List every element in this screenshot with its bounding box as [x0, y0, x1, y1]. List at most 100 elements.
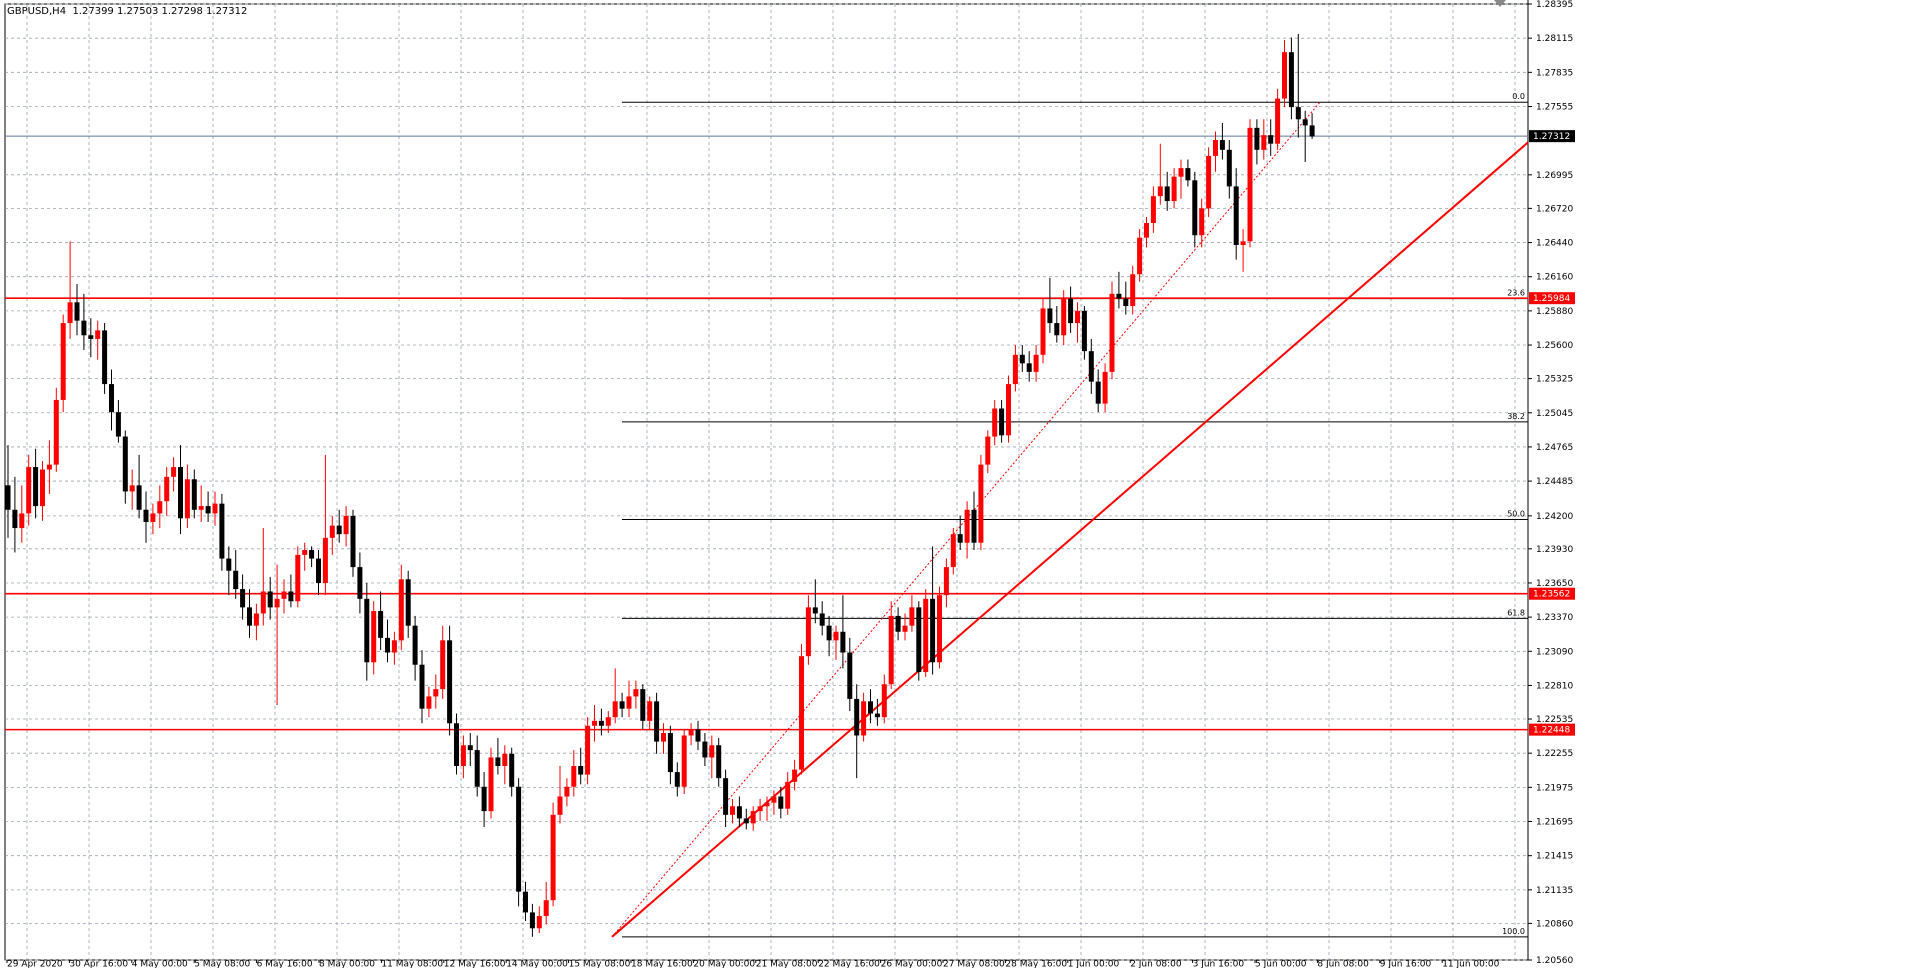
fib-level-label: 61.8: [1507, 608, 1525, 617]
x-tick-label: 20 May 00:00: [693, 960, 755, 968]
candle-body: [605, 717, 611, 726]
candle-body: [509, 753, 515, 787]
candle-body: [709, 745, 715, 758]
y-tick-label: 1.28115: [1536, 34, 1573, 44]
candle-body: [1233, 186, 1239, 245]
candle-body: [260, 591, 266, 614]
symbol-header: GBPUSD,H4 1.27399 1.27503 1.27298 1.2731…: [7, 6, 247, 17]
current-price-tag-bg: [1529, 130, 1575, 143]
candle-body: [281, 591, 287, 599]
y-tick-label: 1.28395: [1536, 0, 1573, 10]
x-tick-label: 2 Jun 08:00: [1130, 960, 1182, 968]
candle-body: [757, 806, 763, 812]
candle-body: [67, 302, 73, 324]
candle-body: [937, 595, 942, 663]
candle-body: [1054, 323, 1060, 336]
level-price-tag-bg: [1529, 723, 1575, 736]
level-price-tag: 1.22448: [1533, 726, 1570, 736]
candle-body: [1047, 308, 1053, 324]
candle-body: [778, 796, 784, 809]
candle-body: [143, 509, 149, 522]
candle-body: [219, 503, 225, 559]
candle-body: [288, 591, 294, 602]
level-price-tag: 1.23562: [1533, 590, 1570, 600]
candle-body: [454, 723, 459, 766]
y-tick-label: 1.20560: [1536, 956, 1573, 966]
candle-body: [398, 579, 404, 641]
candle-body: [799, 656, 804, 770]
y-tick-label: 1.22535: [1536, 715, 1573, 725]
y-tick-label: 1.26995: [1536, 171, 1573, 181]
y-tick-label: 1.24485: [1536, 477, 1573, 487]
candle-body: [1123, 298, 1129, 306]
candle-body: [502, 753, 508, 766]
candle-body: [1288, 52, 1294, 108]
y-tick-label: 1.25045: [1536, 409, 1573, 419]
candle-body: [136, 485, 142, 510]
candle-body: [329, 525, 335, 538]
candle-body: [536, 916, 542, 929]
candle-body: [1282, 52, 1287, 99]
candle-body: [1006, 384, 1011, 436]
candle-body: [1185, 168, 1191, 181]
candle-body: [667, 733, 673, 773]
candle-body: [592, 720, 597, 726]
candle-body: [950, 534, 956, 568]
x-tick-label: 29 Apr 2020: [7, 960, 63, 968]
x-tick-label: 18 May 16:00: [631, 960, 693, 968]
candle-body: [364, 598, 370, 663]
candle-body: [743, 818, 749, 824]
candle-body: [1012, 354, 1018, 385]
y-tick-label: 1.27555: [1536, 102, 1573, 112]
y-tick-label: 1.25600: [1536, 341, 1573, 351]
candle-body: [322, 537, 328, 583]
y-tick-label: 1.22810: [1536, 681, 1573, 691]
candle-body: [1061, 298, 1067, 336]
candle-body: [447, 640, 453, 724]
candle-body: [764, 802, 770, 807]
x-tick-label: 5 May 08:00: [194, 960, 250, 968]
candle-body: [916, 607, 922, 673]
candle-body: [647, 701, 653, 721]
candle-body: [150, 513, 156, 522]
candle-body: [1171, 176, 1177, 202]
candle-body: [40, 469, 45, 507]
symbol-label: GBPUSD,H4: [7, 6, 67, 17]
candle-body: [184, 479, 190, 519]
candle-body: [978, 464, 984, 543]
candle-body: [736, 806, 742, 819]
candle-body: [226, 558, 232, 571]
chart-shift-marker-icon[interactable]: [1494, 0, 1506, 7]
candle-body: [840, 631, 846, 653]
candle-body: [654, 701, 660, 742]
candle-body: [316, 558, 321, 583]
candle-body: [371, 611, 377, 663]
candle-body: [826, 625, 832, 641]
candle-body: [1206, 155, 1212, 209]
candle-body: [240, 589, 246, 608]
candle-body: [785, 781, 791, 809]
candle-body: [467, 745, 473, 751]
candle-body: [60, 323, 66, 400]
y-tick-label: 1.24765: [1536, 443, 1573, 453]
y-tick-label: 1.21695: [1536, 818, 1573, 828]
x-tick-label: 14 May 00:00: [506, 960, 568, 968]
candle-body: [412, 625, 418, 665]
x-tick-label: 26 May 00:00: [881, 960, 943, 968]
candle-body: [1109, 293, 1115, 372]
candle-body: [488, 757, 494, 812]
candle-body: [819, 613, 825, 626]
candle-body: [612, 701, 618, 718]
candle-body: [805, 607, 811, 657]
candle-body: [633, 689, 639, 697]
candle-body: [460, 745, 466, 766]
x-tick-label: 15 May 08:00: [569, 960, 631, 968]
candle-body: [178, 467, 183, 519]
candle-body: [1019, 354, 1025, 364]
candles-group: [5, 33, 1315, 937]
candle-body: [1275, 98, 1281, 144]
grid-group: [5, 3, 1528, 961]
candle-body: [564, 786, 570, 797]
